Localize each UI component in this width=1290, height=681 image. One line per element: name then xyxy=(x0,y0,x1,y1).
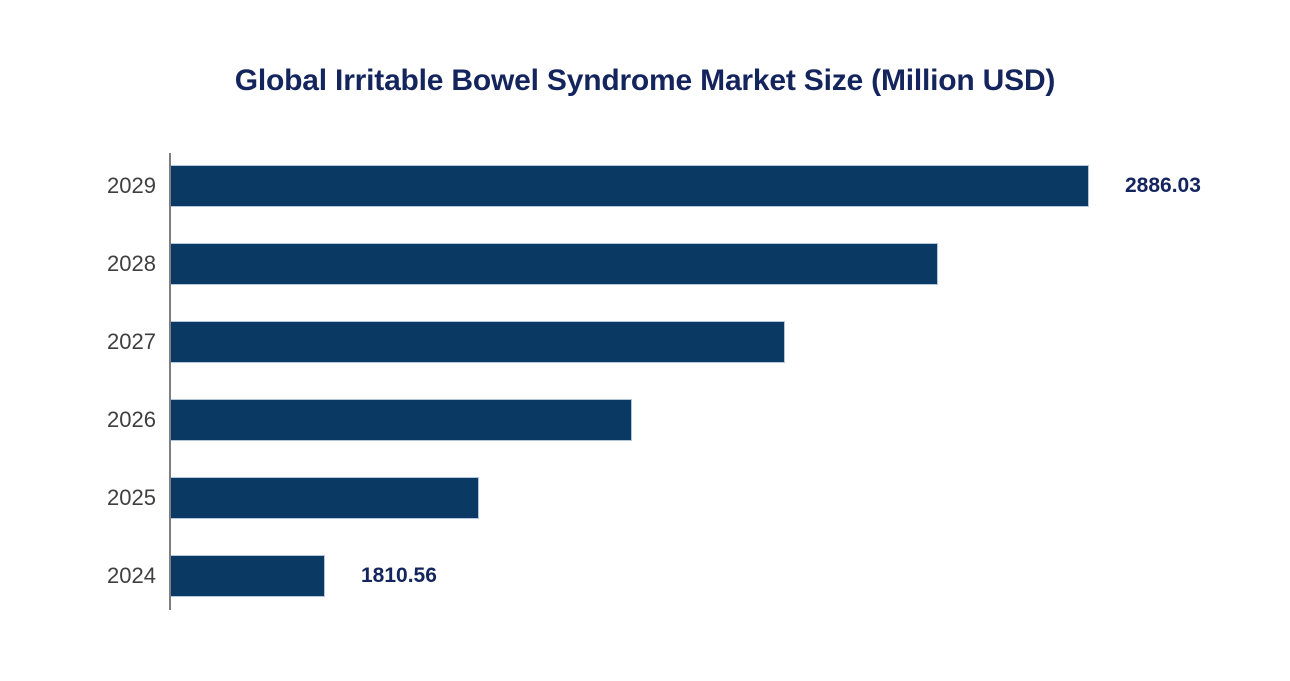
category-tick-label: 2025 xyxy=(107,485,156,510)
bar xyxy=(171,399,632,441)
bar-container xyxy=(171,321,785,363)
bar-container xyxy=(171,399,632,441)
bar xyxy=(171,477,479,519)
bar-row: 2027 xyxy=(0,304,1290,380)
bar-value-label: 2886.03 xyxy=(1125,174,1201,197)
bar-container xyxy=(171,243,938,285)
bar-container xyxy=(171,477,479,519)
bar-container xyxy=(171,165,1089,207)
bar xyxy=(171,321,785,363)
y-axis-line xyxy=(169,153,171,610)
chart-title: Global Irritable Bowel Syndrome Market S… xyxy=(234,64,1056,97)
category-tick-label: 2024 xyxy=(107,563,156,588)
category-tick-label: 2028 xyxy=(107,251,156,276)
bar-row: 2028 xyxy=(0,226,1290,302)
bar-container xyxy=(171,555,325,597)
bar-rows: 2029 2886.03 2028 2027 2026 2025 2024 1810.56 xyxy=(0,150,1290,620)
bar-row: 2025 xyxy=(0,460,1290,536)
bar-row: 2024 1810.56 xyxy=(0,538,1290,614)
plot-area: 2029 2886.03 2028 2027 2026 2025 2024 1810.56 xyxy=(0,150,1290,620)
category-tick-label: 2027 xyxy=(107,329,156,354)
bar xyxy=(171,555,325,597)
bar-row: 2026 xyxy=(0,382,1290,458)
bar-row: 2029 2886.03 xyxy=(0,148,1290,224)
bar xyxy=(171,243,938,285)
bar xyxy=(171,165,1089,207)
bar-value-label: 1810.56 xyxy=(361,564,437,587)
category-tick-label: 2026 xyxy=(107,407,156,432)
category-tick-label: 2029 xyxy=(107,173,156,198)
